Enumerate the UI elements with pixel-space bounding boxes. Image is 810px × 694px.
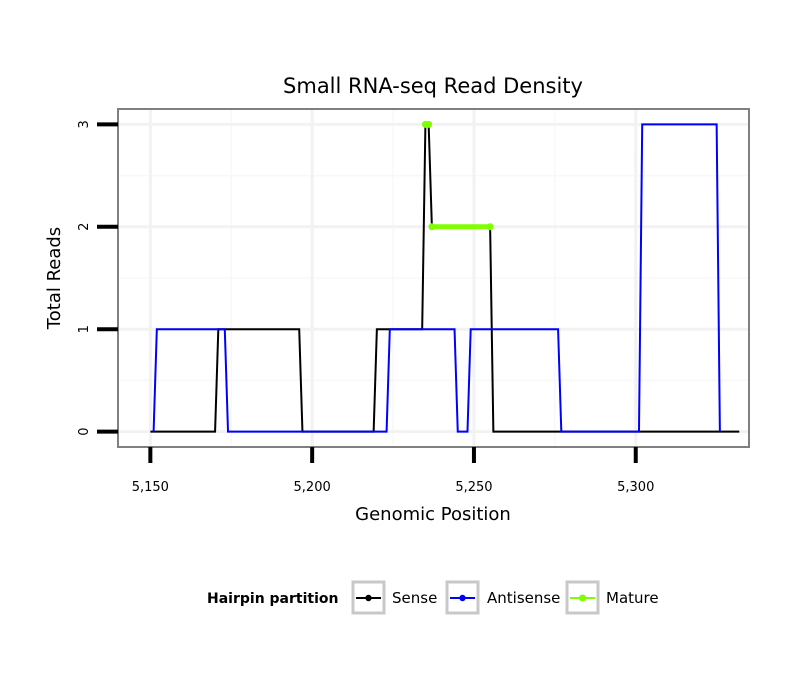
y-tick-label: 0 [77, 427, 92, 435]
legend-label-sense: Sense [392, 589, 437, 607]
data-point-mature [428, 223, 436, 231]
legend-dot-sense [365, 594, 372, 602]
legend-item-sense: Sense [351, 580, 437, 615]
data-point-mature [486, 223, 494, 231]
legend-item-antisense: Antisense [445, 580, 560, 615]
legend-title: Hairpin partition [207, 591, 338, 607]
x-tick-label: 5,150 [132, 480, 169, 495]
data-point-mature [425, 120, 433, 128]
chart-title: Small RNA-seq Read Density [283, 74, 583, 98]
legend-label-mature: Mature [606, 589, 659, 607]
series-line-antisense [152, 123, 721, 433]
x-tick-label: 5,300 [617, 480, 654, 495]
legend-dot-antisense [459, 594, 466, 602]
x-tick-label: 5,200 [294, 480, 331, 495]
axes: 5,150 5,200 5,250 5,300 0 1 2 3 [77, 120, 654, 495]
y-tick-label: 1 [77, 325, 92, 333]
series-layer [150, 120, 740, 433]
legend: Hairpin partition Sense Antisense Mature [207, 580, 659, 615]
legend-label-antisense: Antisense [487, 589, 560, 607]
x-tick-label: 5,250 [455, 480, 492, 495]
plot-border [117, 108, 750, 448]
y-tick-label: 2 [77, 223, 92, 231]
y-axis-label: Total Reads [44, 227, 65, 330]
x-axis-label: Genomic Position [355, 504, 511, 525]
legend-item-mature: Mature [565, 580, 659, 615]
legend-dot-mature [579, 594, 586, 602]
y-tick-label: 3 [77, 120, 92, 128]
